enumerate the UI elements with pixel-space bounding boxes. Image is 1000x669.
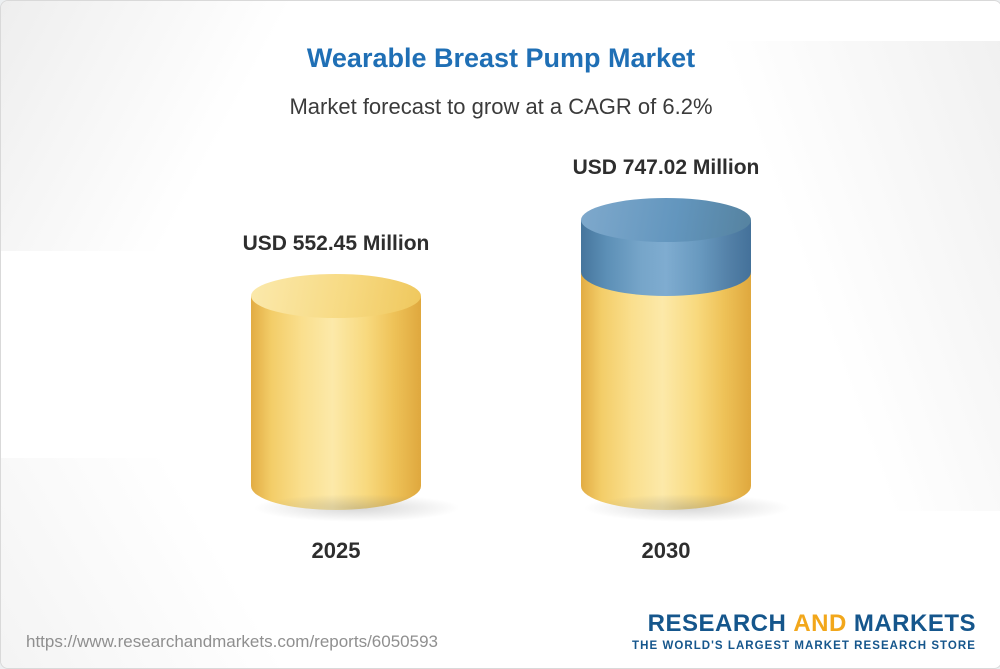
chart-subtitle: Market forecast to grow at a CAGR of 6.2… [289,94,713,119]
year-label-2030: 2030 [641,538,691,563]
logo-research-and-markets: RESEARCH AND MARKETS THE WORLD'S LARGEST M… [632,612,976,653]
bar-group-2025: USD 552.45 Million 2025 [211,232,469,564]
source-url: https://www.researchandmarkets.com/repor… [26,632,438,651]
cylinder-2025 [245,274,469,523]
bar-chart: USD 552.45 Million 2025 USD 747.02 Milli… [1,156,1000,564]
chart-header: Wearable Breast Pump Market Market forec… [1,43,1000,120]
cylinder-2030 [575,198,799,523]
logo-part-markets: MARKETS [853,610,976,637]
logo-tagline: THE WORLD'S LARGEST MARKET RESEARCH STOR… [632,640,976,652]
logo-wordmark: RESEARCH AND MARKETS [632,612,976,636]
year-label-2025: 2025 [311,538,361,563]
bar-value-label-2030: USD 747.02 Million [572,156,760,179]
bar-group-2030: USD 747.02 Million 2030 [541,156,799,564]
logo-part-research: RESEARCH [647,610,787,637]
bar-value-label-2025: USD 552.45 Million [242,232,430,255]
chart-title: Wearable Breast Pump Market [306,43,696,73]
footer: https://www.researchandmarkets.com/repor… [26,612,976,653]
cylinder-top-2025 [251,274,421,318]
logo-part-and: AND [793,610,847,637]
cylinder-top-2030 [581,198,751,242]
